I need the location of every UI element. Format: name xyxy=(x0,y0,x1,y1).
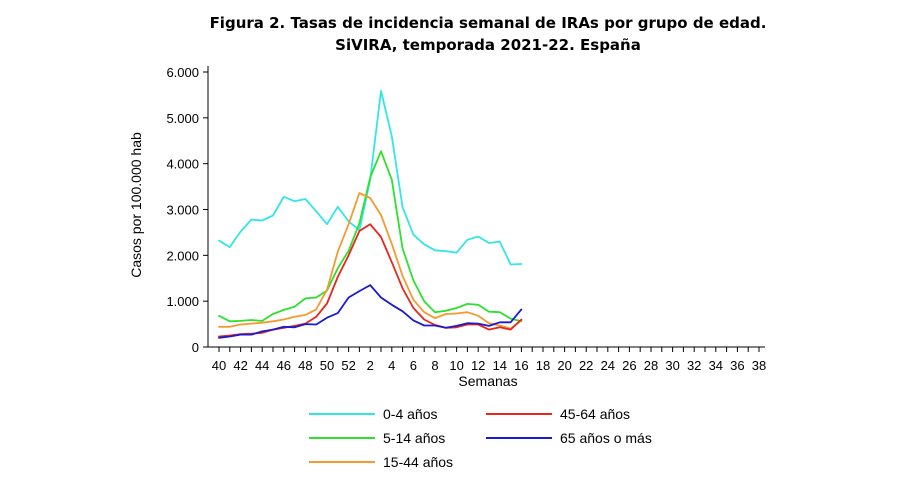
x-tick-label: 28 xyxy=(644,358,658,373)
y-axis-label: Casos por 100.000 hab xyxy=(128,132,144,278)
series-layer xyxy=(218,89,523,339)
legend-label: 65 años o más xyxy=(560,430,652,446)
x-tick-label: 10 xyxy=(449,358,463,373)
x-tick-label: 30 xyxy=(665,358,679,373)
x-tick-label: 2 xyxy=(367,358,374,373)
x-tick-label: 4 xyxy=(388,358,395,373)
legend-label: 5-14 años xyxy=(383,430,445,446)
x-tick-label: 44 xyxy=(255,358,269,373)
x-tick-label: 40 xyxy=(212,358,226,373)
legend-label: 15-44 años xyxy=(383,454,453,470)
y-tick-label: 4.000 xyxy=(166,157,199,172)
x-tick-label: 36 xyxy=(730,358,744,373)
y-tick-label: 2.000 xyxy=(166,248,199,263)
y-tick-label: 5.000 xyxy=(166,111,199,126)
chart-title: Figura 2. Tasas de incidencia semanal de… xyxy=(209,14,767,32)
x-tick-label: 38 xyxy=(752,358,766,373)
legend-item: 15-44 años xyxy=(309,454,453,470)
x-tick-label: 32 xyxy=(687,358,701,373)
x-tick-label: 8 xyxy=(431,358,438,373)
x-tick-label: 26 xyxy=(622,358,636,373)
x-tick-label: 12 xyxy=(471,358,485,373)
x-tick-label: 46 xyxy=(277,358,291,373)
x-tick-label: 18 xyxy=(536,358,550,373)
x-tick-label: 20 xyxy=(557,358,571,373)
legend-label: 45-64 años xyxy=(560,406,630,422)
y-tick-label: 6.000 xyxy=(166,65,199,80)
x-tick-label: 22 xyxy=(579,358,593,373)
x-tick-label: 42 xyxy=(233,358,247,373)
chart-title-block: Figura 2. Tasas de incidencia semanal de… xyxy=(0,12,922,56)
series-line-2 xyxy=(218,150,523,323)
legend-item: 0-4 años xyxy=(309,406,437,422)
x-tick-label: 50 xyxy=(320,358,334,373)
y-tick-label: 1.000 xyxy=(166,294,199,309)
x-tick-label: 16 xyxy=(514,358,528,373)
legend: 0-4 años 5-14 años 15-44 años 45-64 años 65 … xyxy=(309,406,652,470)
chart-subtitle: SiVIRA, temporada 2021-22. España xyxy=(335,36,641,54)
x-tick-label: 6 xyxy=(410,358,417,373)
x-tick-label: 24 xyxy=(601,358,615,373)
x-tick-label: 34 xyxy=(709,358,723,373)
legend-item: 5-14 años xyxy=(309,430,445,446)
legend-item: 65 años o más xyxy=(486,430,652,446)
legend-item: 45-64 años xyxy=(486,406,630,422)
y-tick-label: 0 xyxy=(192,340,199,355)
series-line-5 xyxy=(218,284,523,339)
x-axis-label: Semanas xyxy=(458,373,517,389)
series-line-3 xyxy=(218,192,523,330)
x-tick-label: 52 xyxy=(341,358,355,373)
x-tick-label: 48 xyxy=(298,358,312,373)
x-tick-label: 14 xyxy=(493,358,507,373)
legend-label: 0-4 años xyxy=(383,406,437,422)
y-tick-label: 3.000 xyxy=(166,203,199,218)
